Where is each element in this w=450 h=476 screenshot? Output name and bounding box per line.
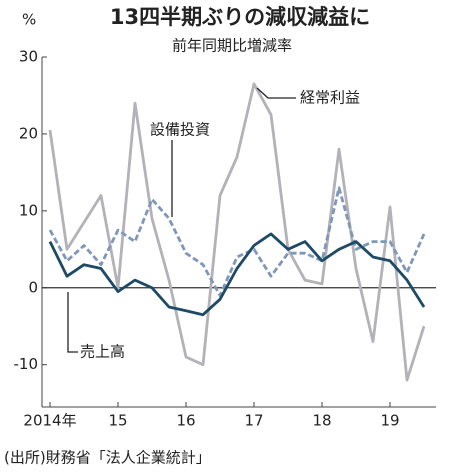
series-line	[48, 232, 426, 317]
y-unit: %	[22, 11, 36, 29]
y-tick-label: -10	[14, 355, 39, 373]
series-line	[48, 82, 426, 382]
y-tick-label: 30	[19, 48, 38, 66]
y-tick-label: 20	[19, 124, 38, 142]
source: (出所)財務省「法人企業統計」	[4, 449, 211, 467]
x-tick-label: 19	[380, 412, 399, 430]
chart-title: 13四半期ぶりの減収減益に	[110, 5, 370, 29]
series-label: 売上高	[80, 343, 125, 361]
chart-subtitle: 前年同期比増減率	[172, 37, 292, 55]
y-tick-label: 10	[19, 201, 38, 219]
series-label: 経常利益	[300, 89, 360, 107]
x-tick-label: 2014年	[23, 412, 76, 430]
x-tick-label: 17	[244, 412, 263, 430]
series-label: 設備投資	[150, 121, 210, 139]
series-line	[48, 186, 426, 297]
label-leader	[67, 292, 78, 353]
label-leader	[256, 87, 296, 99]
x-tick-label: 16	[176, 412, 195, 430]
x-tick-label: 15	[108, 412, 127, 430]
x-tick-label: 18	[312, 412, 331, 430]
y-tick-label: 0	[28, 278, 38, 296]
